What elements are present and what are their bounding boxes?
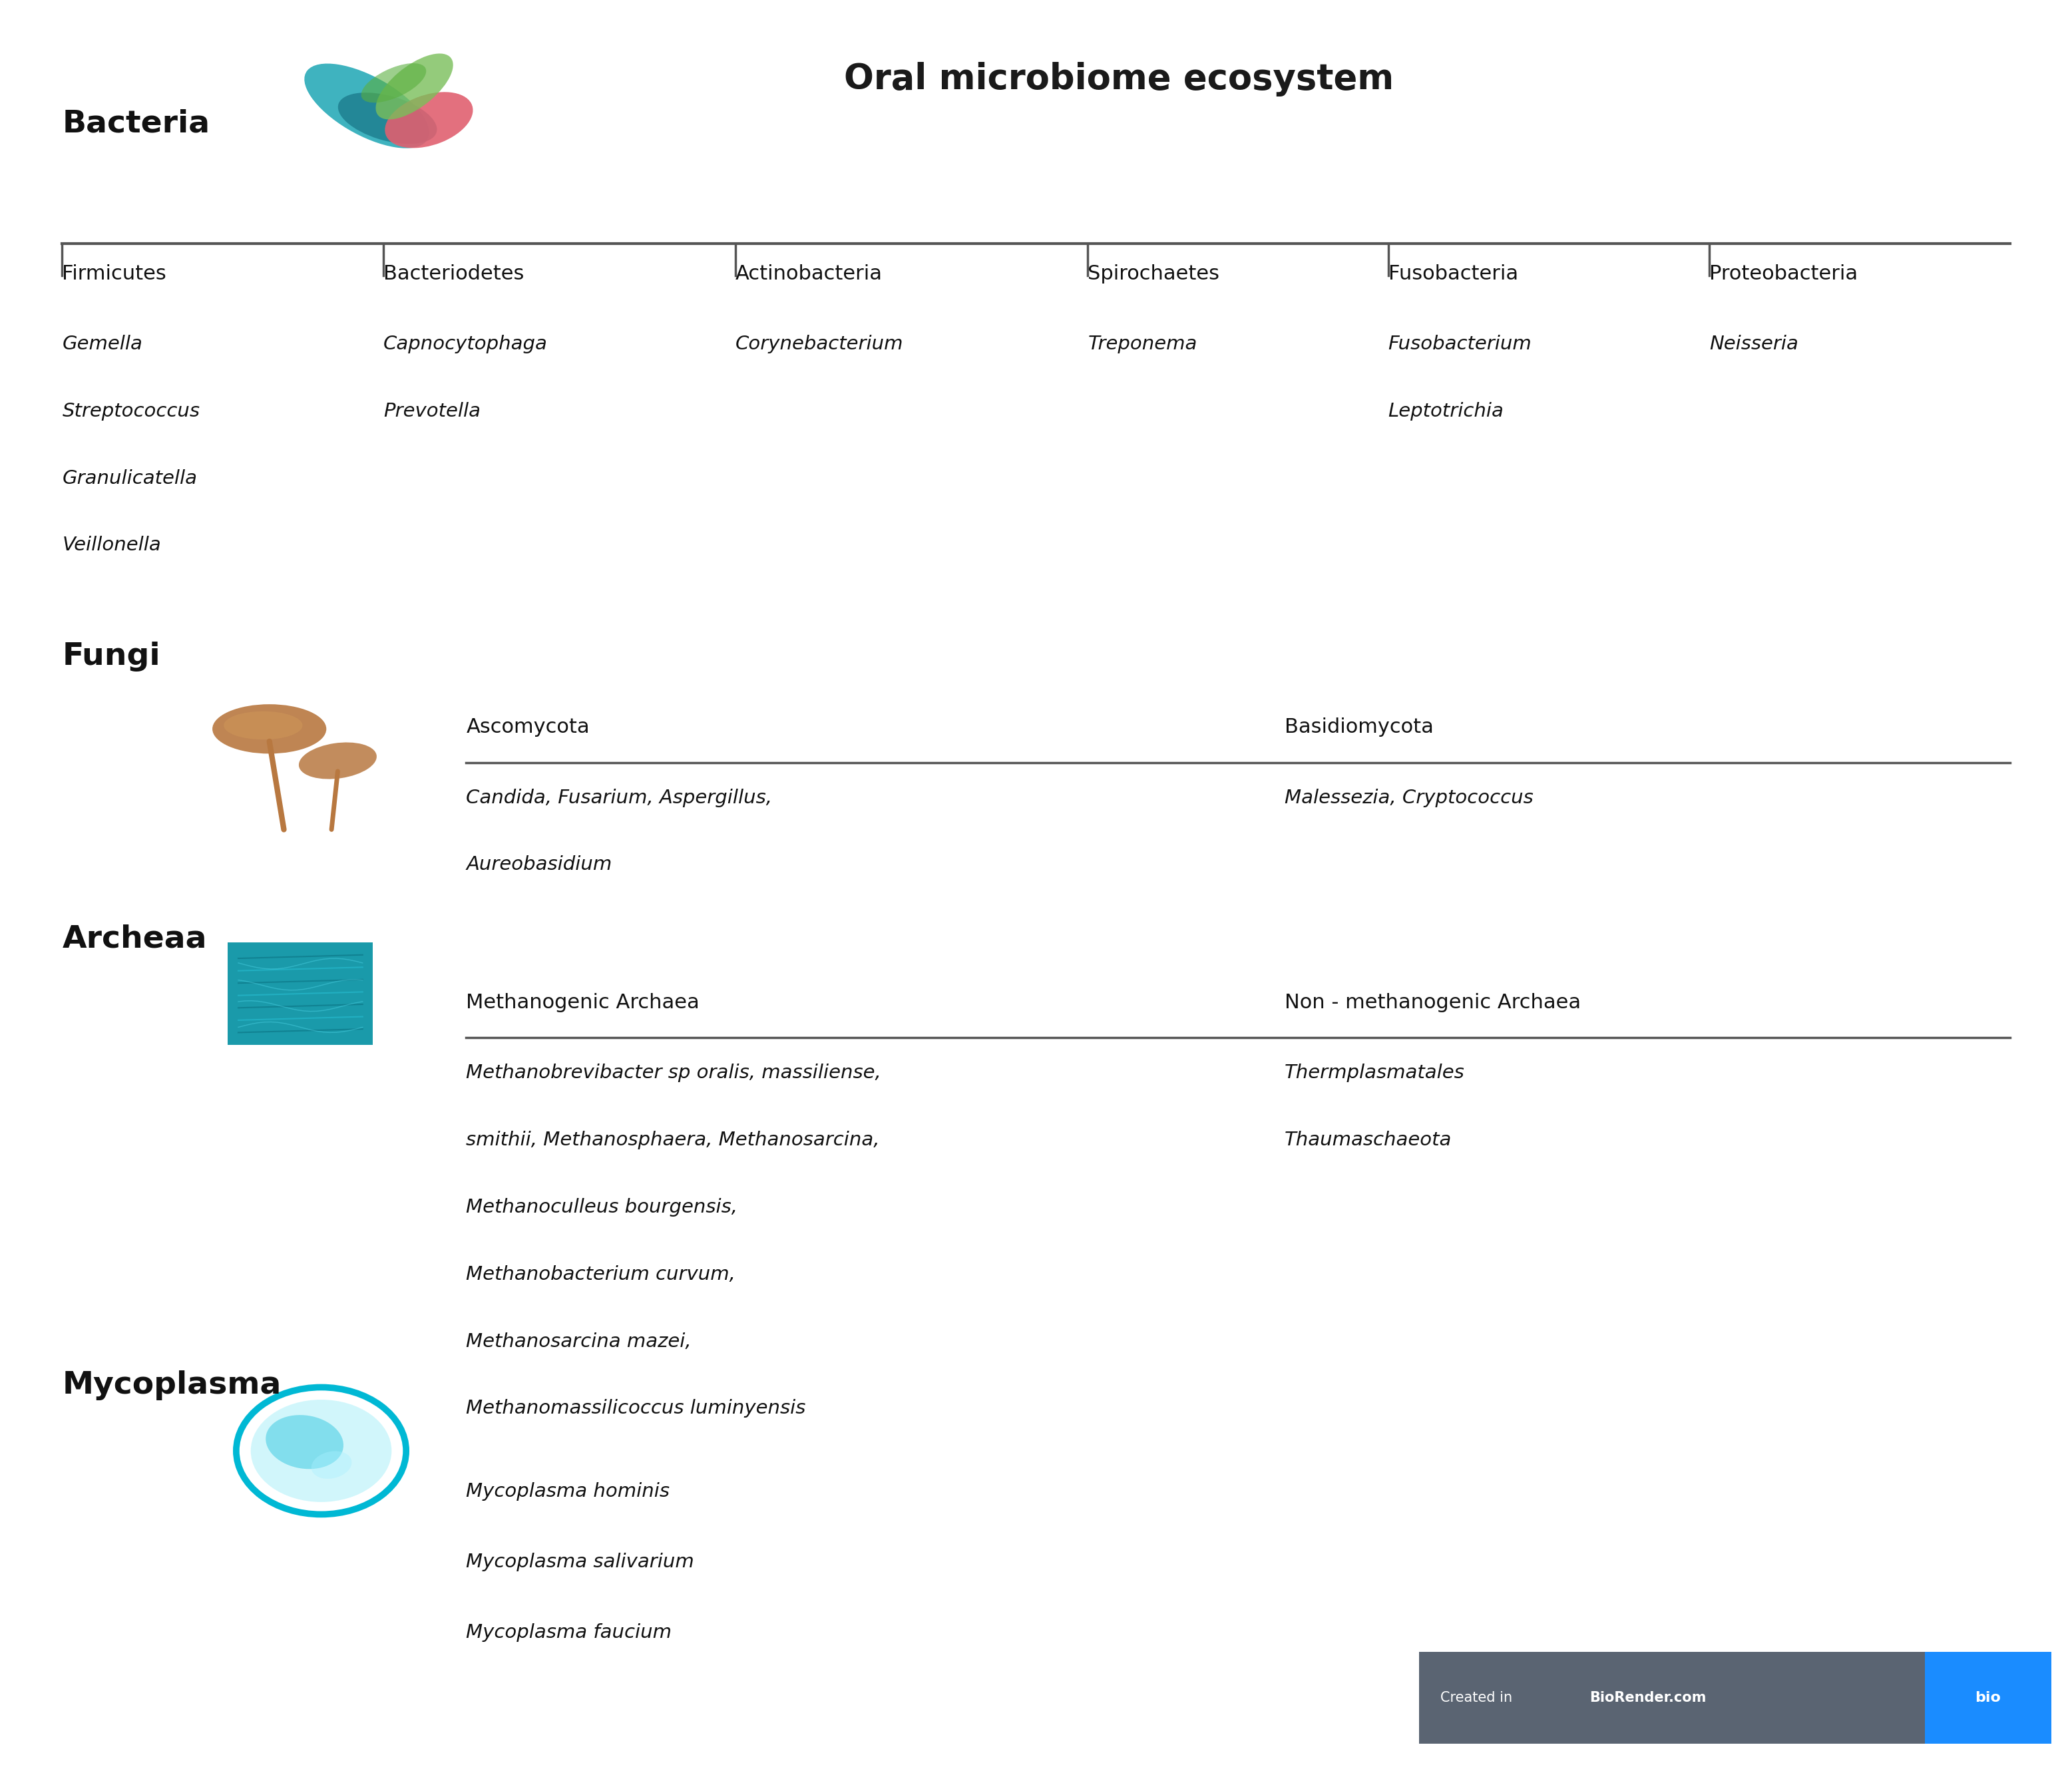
- Ellipse shape: [305, 64, 429, 148]
- Text: Methanogenic Archaea: Methanogenic Archaea: [466, 994, 700, 1011]
- Text: Treponema: Treponema: [1088, 335, 1198, 353]
- Ellipse shape: [375, 53, 454, 120]
- FancyBboxPatch shape: [228, 943, 373, 1045]
- Ellipse shape: [265, 1416, 344, 1468]
- Text: Aureobasidium: Aureobasidium: [466, 856, 611, 874]
- Text: Veillonella: Veillonella: [62, 537, 162, 554]
- Text: Oral microbiome ecosystem: Oral microbiome ecosystem: [843, 62, 1394, 97]
- Text: Spirochaetes: Spirochaetes: [1088, 265, 1220, 282]
- Text: Actinobacteria: Actinobacteria: [736, 265, 883, 282]
- Text: Created in: Created in: [1440, 1691, 1517, 1705]
- Text: Mycoplasma salivarium: Mycoplasma salivarium: [466, 1553, 694, 1571]
- Text: Streptococcus: Streptococcus: [62, 402, 199, 420]
- Text: smithii, Methanosphaera, Methanosarcina,: smithii, Methanosphaera, Methanosarcina,: [466, 1131, 881, 1149]
- Text: Gemella: Gemella: [62, 335, 143, 353]
- Text: Neisseria: Neisseria: [1709, 335, 1798, 353]
- Text: Prevotella: Prevotella: [383, 402, 481, 420]
- Text: Corynebacterium: Corynebacterium: [736, 335, 903, 353]
- Text: Fusobacterium: Fusobacterium: [1388, 335, 1531, 353]
- Text: bio: bio: [1975, 1691, 2002, 1705]
- Ellipse shape: [338, 92, 437, 145]
- Text: Non - methanogenic Archaea: Non - methanogenic Archaea: [1285, 994, 1581, 1011]
- Ellipse shape: [298, 743, 377, 778]
- Text: Fusobacteria: Fusobacteria: [1388, 265, 1519, 282]
- Text: Thermplasmatales: Thermplasmatales: [1285, 1064, 1465, 1082]
- Text: Methanobacterium curvum,: Methanobacterium curvum,: [466, 1266, 736, 1283]
- Text: Mycoplasma faucium: Mycoplasma faucium: [466, 1624, 671, 1641]
- Text: Firmicutes: Firmicutes: [62, 265, 166, 282]
- Text: Thaumaschaeota: Thaumaschaeota: [1285, 1131, 1452, 1149]
- Ellipse shape: [311, 1451, 352, 1479]
- Text: Fungi: Fungi: [62, 642, 160, 671]
- Ellipse shape: [385, 92, 472, 148]
- Text: Proteobacteria: Proteobacteria: [1709, 265, 1859, 282]
- Text: Bacteriodetes: Bacteriodetes: [383, 265, 524, 282]
- Text: Methanosarcina mazei,: Methanosarcina mazei,: [466, 1333, 692, 1350]
- Text: Granulicatella: Granulicatella: [62, 469, 197, 487]
- Text: Capnocytophaga: Capnocytophaga: [383, 335, 547, 353]
- Ellipse shape: [361, 64, 427, 102]
- Ellipse shape: [213, 704, 325, 754]
- Text: Archeaa: Archeaa: [62, 925, 207, 953]
- Text: Mycoplasma: Mycoplasma: [62, 1371, 282, 1400]
- Text: Candida, Fusarium, Aspergillus,: Candida, Fusarium, Aspergillus,: [466, 789, 773, 807]
- Text: Malessezia, Cryptococcus: Malessezia, Cryptococcus: [1285, 789, 1533, 807]
- Text: BioRender.com: BioRender.com: [1589, 1691, 1705, 1705]
- FancyBboxPatch shape: [1419, 1652, 1925, 1744]
- Ellipse shape: [251, 1400, 392, 1502]
- Text: Methanoculleus bourgensis,: Methanoculleus bourgensis,: [466, 1198, 738, 1216]
- Text: Basidiomycota: Basidiomycota: [1285, 718, 1434, 736]
- Text: Methanomassilicoccus luminyensis: Methanomassilicoccus luminyensis: [466, 1400, 806, 1417]
- Text: Mycoplasma hominis: Mycoplasma hominis: [466, 1483, 669, 1500]
- Text: Methanobrevibacter sp oralis, massiliense,: Methanobrevibacter sp oralis, massiliens…: [466, 1064, 881, 1082]
- Text: Leptotrichia: Leptotrichia: [1388, 402, 1504, 420]
- FancyBboxPatch shape: [1925, 1652, 2051, 1744]
- Text: Bacteria: Bacteria: [62, 109, 209, 138]
- Text: Ascomycota: Ascomycota: [466, 718, 591, 736]
- Ellipse shape: [224, 711, 303, 740]
